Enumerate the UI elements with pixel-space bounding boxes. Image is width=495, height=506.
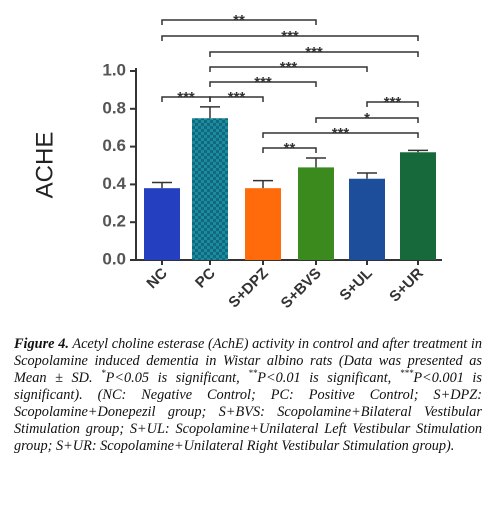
- significance-label: ***: [281, 28, 299, 45]
- bar: [144, 188, 180, 260]
- bar: [245, 188, 281, 260]
- bar: [400, 152, 436, 260]
- caption-sup: ***: [399, 368, 414, 379]
- y-tick-label: 0.6: [102, 136, 126, 155]
- significance-bracket: [262, 147, 317, 153]
- bar: [349, 178, 385, 260]
- error-bar: [306, 157, 326, 168]
- error-bar: [408, 149, 428, 153]
- significance-bracket: [209, 96, 264, 102]
- y-tick-label: 1.0: [102, 60, 126, 79]
- significance-bracket: [366, 101, 419, 107]
- significance-bracket: [315, 117, 419, 123]
- significance-bracket: [161, 19, 317, 25]
- significance-label: ***: [305, 44, 323, 61]
- x-tick-label: S+DPZ: [225, 265, 272, 312]
- significance-label: ***: [280, 59, 298, 76]
- caption-sup: *: [101, 368, 106, 379]
- y-tick-label: 0.4: [102, 174, 126, 193]
- caption-text: P<0.01 is significant,: [257, 370, 400, 386]
- caption-text: Acetyl choline esterase (AchE) activity …: [14, 336, 482, 386]
- caption: Figure 4. Acetyl choline esterase (AchE)…: [14, 336, 482, 455]
- caption-text: P<0.001 is significant). (NC: Negative C…: [14, 370, 482, 454]
- error-bar: [200, 106, 220, 119]
- significance-bracket: [209, 51, 419, 57]
- bar: [298, 167, 334, 260]
- significance-bracket: [161, 35, 419, 41]
- error-bar: [152, 181, 172, 189]
- significance-label: ***: [384, 94, 402, 111]
- significance-label: ***: [332, 125, 350, 142]
- x-tick-label: S+BVS: [278, 265, 325, 312]
- y-axis-label: ACHE: [31, 132, 58, 199]
- significance-label: **: [284, 140, 296, 157]
- caption-text: P<0.05 is significant,: [105, 370, 249, 386]
- significance-label: **: [233, 12, 245, 29]
- significance-label: ***: [228, 89, 246, 106]
- y-tick-label: 0.0: [102, 249, 126, 268]
- significance-label: ***: [177, 89, 195, 106]
- bar-pattern: [192, 118, 228, 260]
- error-bar: [253, 179, 273, 189]
- x-tick-label: S+UL: [336, 265, 375, 304]
- significance-label: ***: [254, 74, 272, 91]
- y-tick-label: 0.8: [102, 98, 126, 117]
- significance-bracket: [262, 132, 419, 138]
- x-tick-label: PC: [192, 265, 219, 292]
- x-tick-label: NC: [143, 265, 170, 292]
- x-tick-label: S+UR: [386, 265, 427, 306]
- significance-bracket: [209, 81, 317, 87]
- significance-bracket: [209, 66, 368, 72]
- error-bar: [357, 172, 377, 179]
- y-tick-label: 0.2: [102, 212, 126, 231]
- caption-sup: **: [248, 368, 258, 379]
- chart: ACHE 0.0 0.2 0.4 0.6 0.8 1.0 NC PC S+DPZ S+BVS S+U…: [31, 12, 442, 312]
- significance-label: *: [364, 110, 370, 127]
- caption-label: Figure 4.: [14, 336, 69, 352]
